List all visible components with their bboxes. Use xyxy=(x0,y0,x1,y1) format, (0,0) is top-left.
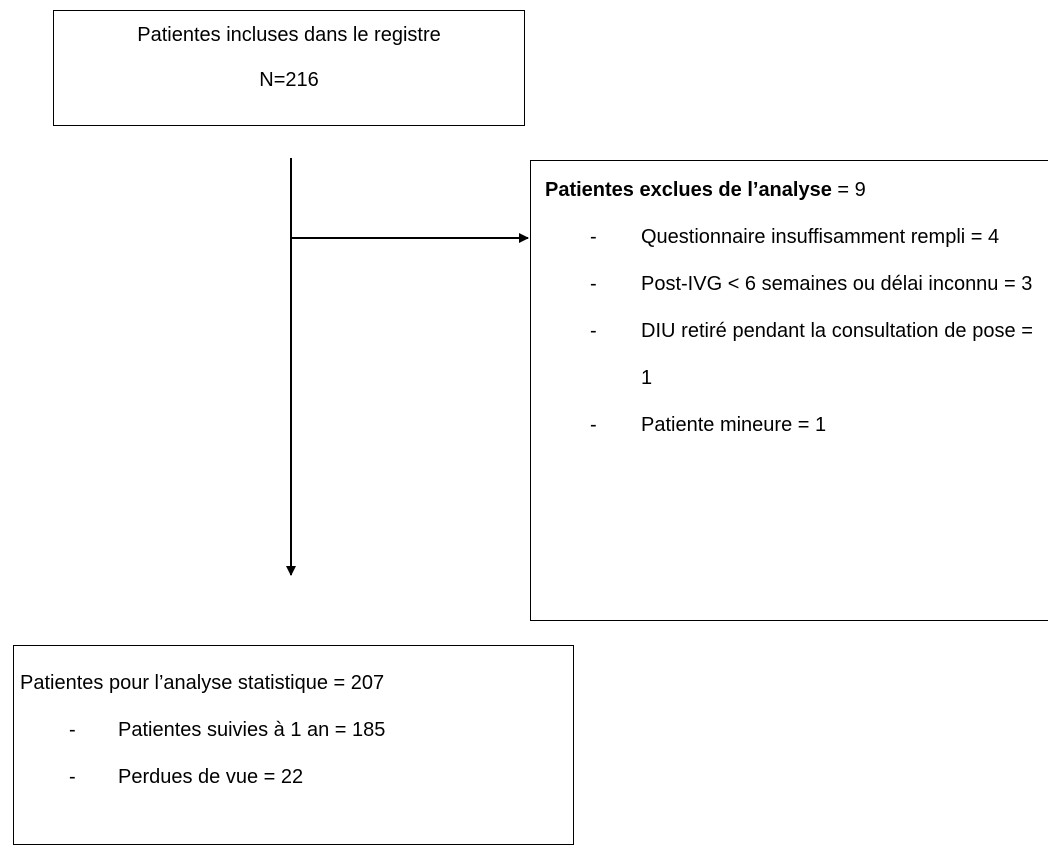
list-item: - Post-IVG < 6 semaines ou délai inconnu … xyxy=(545,261,1036,308)
list-item: - Patiente mineure = 1 xyxy=(545,402,1036,449)
box-line: Patientes incluses dans le registre xyxy=(137,24,441,46)
excluded-box: Patientes exclues de l’analyse = 9 - Ques… xyxy=(530,160,1048,621)
box-line: N=216 xyxy=(259,69,319,91)
list-item: - DIU retiré pendant la consultation de p… xyxy=(545,308,1036,402)
list-item: - Patientes suivies à 1 an = 185 xyxy=(20,707,573,754)
bullet: - xyxy=(69,766,76,788)
bullet: - xyxy=(69,719,76,741)
title-count: = 9 xyxy=(837,179,866,201)
item-text: Post-IVG < 6 semaines ou délai inconnu =… xyxy=(641,273,1033,295)
bullet: - xyxy=(590,273,597,295)
box-title: Patientes exclues de l’analyse = 9 xyxy=(545,167,1036,214)
arrows xyxy=(286,158,529,576)
item-text: Patientes suivies à 1 an = 185 xyxy=(118,719,386,741)
item-text: Perdues de vue = 22 xyxy=(118,766,304,788)
box-title: Patientes pour l’analyse statistique = 2… xyxy=(20,672,385,694)
included-box: Patientes incluses dans le registre N=21… xyxy=(53,10,525,126)
bullet: - xyxy=(590,226,597,248)
list-item: - Questionnaire insuffisamment rempli = 4 xyxy=(545,214,1036,261)
item-list: - Questionnaire insuffisamment rempli = 4… xyxy=(545,214,1036,449)
item-text: DIU retiré pendant la consultation de po… xyxy=(641,320,1033,389)
item-text: Patiente mineure = 1 xyxy=(641,414,827,436)
page: {"nodes": [ {"lines": ["Patientes inclus… xyxy=(13,10,1048,845)
bullet: - xyxy=(590,414,597,436)
item-list: - Patientes suivies à 1 an = 185 - Perdues … xyxy=(20,707,573,801)
item-text: Questionnaire insuffisamment rempli = 4 xyxy=(641,226,1000,248)
analysis-box: Patientes pour l’analyse statistique = 2… xyxy=(13,645,574,845)
bullet: - xyxy=(590,320,597,342)
title-bold: Patientes exclues de l’analyse xyxy=(545,179,832,201)
list-item: - Perdues de vue = 22 xyxy=(20,754,573,801)
